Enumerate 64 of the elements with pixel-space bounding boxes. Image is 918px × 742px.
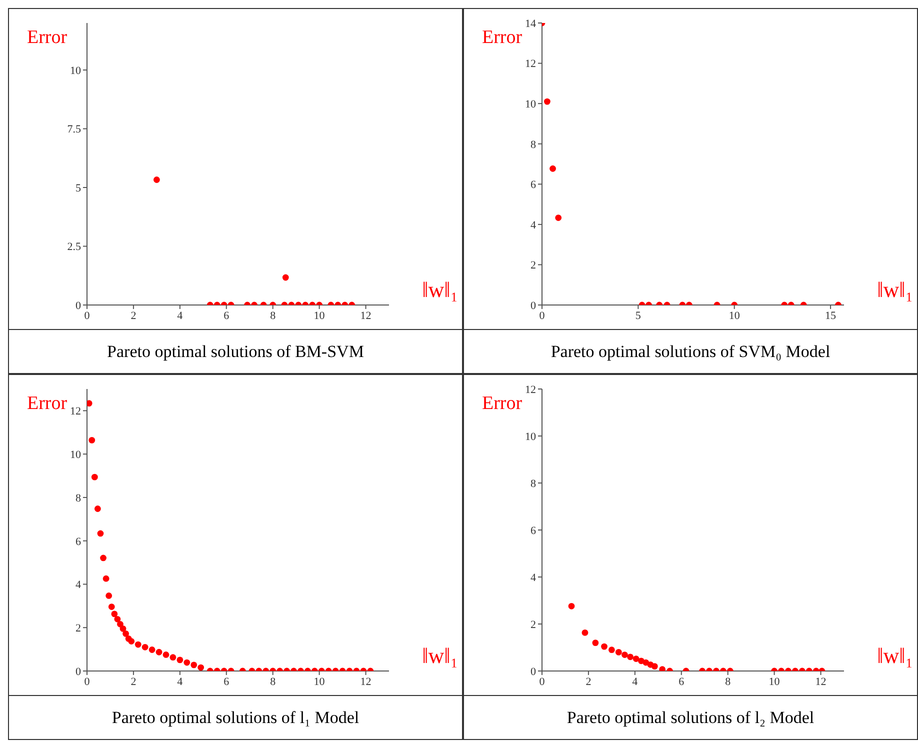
x-tick-label: 6 — [678, 676, 685, 688]
x-tick-label: 12 — [360, 676, 372, 688]
y-tick-label: 4 — [530, 572, 536, 584]
x-tick-label: 10 — [314, 310, 326, 322]
y-tick-label: 0 — [530, 666, 536, 678]
x-tick-label: 10 — [314, 676, 326, 688]
y-tick-label: 10 — [525, 430, 536, 443]
x-tick-label: 10 — [728, 310, 740, 322]
y-tick-label: 4 — [530, 219, 536, 232]
y-axis-title: Error — [27, 393, 68, 415]
x-tick-label: 0 — [84, 676, 90, 688]
y-tick-label: 12 — [525, 58, 536, 70]
y-tick-label: 2.5 — [67, 241, 82, 254]
y-tick-label: 10 — [70, 448, 82, 461]
y-tick-label: 0 — [76, 666, 82, 678]
y-tick-label: 12 — [525, 384, 536, 396]
x-tick-label: 0 — [539, 676, 546, 688]
y-tick-label: 8 — [530, 478, 536, 490]
x-axis-title: ‖w‖₁ — [422, 277, 458, 303]
x-tick-label: 0 — [539, 310, 546, 322]
y-tick-label: 6 — [530, 179, 536, 192]
x-tick-label: 12 — [815, 676, 826, 688]
x-axis-title: ‖w‖₁ — [422, 643, 458, 669]
x-tick-label: 6 — [224, 676, 230, 688]
y-tick-label: 0 — [76, 300, 82, 312]
y-tick-label: 6 — [76, 536, 82, 548]
x-tick-label: 6 — [224, 310, 230, 322]
y-axis-title: Error — [482, 27, 522, 49]
x-tick-label: 0 — [84, 310, 90, 322]
x-tick-label: 12 — [360, 310, 372, 322]
y-tick-label: 14 — [525, 18, 536, 30]
y-tick-label: 2 — [76, 622, 81, 635]
y-tick-label: 8 — [530, 138, 536, 151]
x-axis-title: ‖w‖₁ — [877, 643, 913, 669]
x-tick-label: 8 — [725, 676, 732, 688]
text: Pareto optimal solutions of l₁ Model — [9, 695, 462, 728]
y-tick-label: 2 — [530, 260, 536, 272]
x-tick-label: 8 — [270, 310, 276, 322]
y-axis-title: Error — [482, 393, 522, 415]
x-tick-label: 4 — [177, 676, 184, 688]
x-tick-label: 4 — [632, 676, 638, 688]
x-tick-label: 4 — [177, 310, 184, 322]
y-tick-label: 7.5 — [67, 124, 82, 136]
x-tick-label: 2 — [586, 676, 592, 688]
text: Pareto optimal solutions of l₂ Model — [464, 695, 917, 728]
x-axis-title: ‖w‖₁ — [877, 277, 913, 303]
text: Pareto optimal solutions of BM-SVM — [9, 329, 462, 362]
x-tick-label: 10 — [768, 676, 780, 688]
y-tick-label: 10 — [525, 98, 536, 110]
text: Pareto optimal solutions of SVM₀ Model — [464, 329, 917, 362]
y-tick-label: 6 — [530, 524, 536, 537]
y-tick-label: 2 — [530, 618, 536, 631]
x-tick-label: 15 — [825, 310, 837, 322]
x-tick-label: 2 — [130, 676, 136, 688]
x-tick-label: 8 — [270, 676, 276, 688]
x-tick-label: 2 — [130, 310, 136, 322]
y-tick-label: 4 — [76, 579, 82, 592]
y-tick-label: 8 — [76, 492, 82, 504]
y-tick-label: 5 — [76, 182, 82, 194]
x-tick-label: 5 — [635, 310, 642, 322]
y-tick-label: 10 — [70, 64, 82, 77]
y-axis-title: Error — [27, 27, 68, 49]
y-tick-label: 0 — [530, 300, 536, 312]
y-tick-label: 12 — [70, 406, 81, 418]
